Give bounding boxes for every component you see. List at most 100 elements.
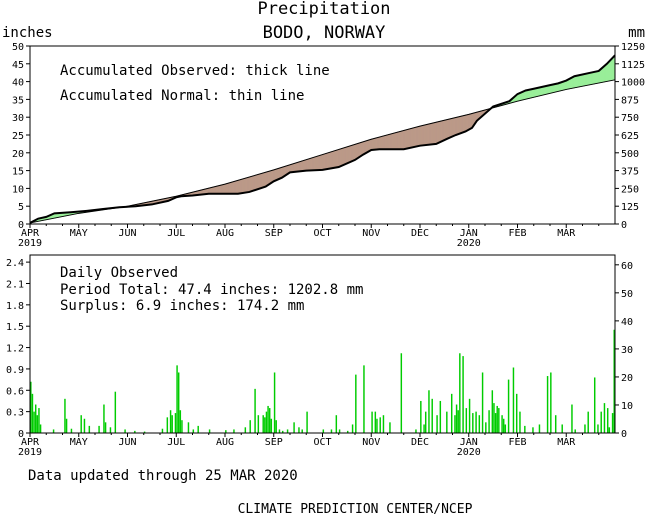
daily-bar: [338, 429, 341, 433]
y-tick-label-left: 30: [12, 113, 24, 124]
daily-bar: [273, 372, 276, 433]
daily-bar: [104, 422, 107, 433]
daily-bar: [561, 424, 563, 433]
daily-bar: [114, 391, 117, 433]
x-tick-label: MAY: [70, 437, 88, 448]
daily-bar: [270, 418, 273, 433]
y-tick-label-left: 1.2: [6, 344, 24, 355]
x-tick-label: MAR: [557, 228, 576, 239]
daily-bar: [187, 422, 190, 433]
daily-bar: [181, 420, 183, 433]
x-tick-label: OCT: [313, 437, 331, 448]
daily-bar: [65, 418, 68, 433]
daily-bar: [124, 429, 126, 433]
daily-bar: [80, 415, 82, 433]
x-tick-label: FEB: [508, 437, 526, 448]
x-tick-label: FEB: [508, 228, 526, 239]
daily-bar: [306, 411, 308, 433]
daily-bar: [379, 417, 381, 433]
y-tick-label-right: 60: [621, 261, 633, 272]
daily-bar: [428, 390, 430, 433]
daily-bar: [83, 418, 86, 433]
y-tick-label-left: 10: [12, 184, 24, 195]
daily-bar: [515, 393, 518, 433]
daily-bar: [584, 424, 586, 433]
daily-bar: [611, 413, 614, 433]
x-tick-label: NOV: [362, 437, 380, 448]
y-tick-label-right: 1250: [621, 42, 645, 53]
data-updated-note: Data updated through 25 MAR 2020: [28, 468, 298, 484]
daily-bar: [267, 405, 269, 433]
daily-panel: 0 0.3 0.6 0.9 1.2 1.5 1.8 2.1 2.4 0 10 20 30 40 50 60 AP…: [6, 254, 633, 458]
daily-bar: [244, 427, 247, 433]
daily-bar: [504, 424, 507, 433]
daily-bar: [491, 390, 494, 433]
daily-bar: [606, 408, 609, 433]
y-tick-label-left: 2.1: [6, 279, 24, 290]
daily-bar: [597, 424, 599, 433]
y-tick-label-left: 0.9: [6, 365, 24, 376]
daily-bar: [257, 415, 260, 433]
daily-bar: [177, 372, 180, 433]
daily-bar: [493, 403, 495, 433]
daily-bar: [36, 415, 39, 433]
daily-bar: [38, 408, 40, 433]
daily-bar: [278, 429, 281, 433]
surplus-total: Surplus: 6.9 inches: 174.2 mm: [60, 298, 304, 314]
x-year-label: 2020: [457, 447, 481, 458]
daily-bar: [587, 411, 589, 433]
y-tick-label-right: 375: [621, 167, 639, 178]
y-tick-label-right: 500: [621, 149, 639, 160]
y-tick-label-left: 40: [12, 78, 24, 89]
y-tick-label-right: 125: [621, 202, 639, 213]
daily-bar: [254, 388, 256, 433]
daily-bar: [478, 415, 481, 433]
x-year-label: 2020: [457, 238, 481, 249]
daily-bar: [389, 422, 391, 433]
daily-bar: [532, 427, 534, 433]
daily-bar: [208, 429, 211, 433]
y-tick-label-right: 1125: [621, 60, 645, 71]
y-tick-label-left: 1.8: [6, 301, 24, 312]
daily-bar: [608, 427, 611, 433]
daily-bar: [475, 411, 477, 433]
daily-bar: [454, 415, 456, 433]
x-tick-label: AUG: [216, 437, 234, 448]
y-tick-label-left: 45: [12, 60, 24, 71]
daily-bar: [459, 353, 461, 433]
daily-bar: [446, 411, 448, 433]
y-tick-label-right: 50: [621, 289, 633, 300]
observed-line: [29, 54, 616, 224]
x-tick-label: SEP: [265, 437, 283, 448]
legend-normal: Accumulated Normal: thin line: [60, 88, 304, 104]
daily-bar: [512, 367, 515, 433]
daily-bar: [524, 425, 526, 433]
daily-bar: [30, 381, 32, 433]
y-tick-label-left: 5: [18, 202, 24, 213]
daily-bar: [415, 429, 417, 433]
daily-bar: [507, 379, 510, 433]
daily-bar: [455, 404, 458, 433]
daily-bar: [439, 400, 442, 433]
period-total: Period Total: 47.4 inches: 1202.8 mm: [60, 282, 363, 298]
x-tick-label: OCT: [313, 228, 331, 239]
daily-bar: [52, 429, 55, 433]
y-tick-label-right: 0: [621, 429, 627, 440]
legend-observed: Accumulated Observed: thick line: [60, 63, 330, 79]
y-tick-label-right: 625: [621, 131, 639, 142]
daily-bar: [268, 408, 271, 433]
daily-bar: [613, 329, 615, 433]
daily-bar: [33, 411, 35, 433]
daily-bar: [298, 427, 300, 433]
daily-bar: [424, 411, 427, 433]
y-tick-label-left: 2.4: [6, 258, 24, 269]
y-tick-label-left: 15: [12, 167, 24, 178]
daily-bar: [600, 411, 602, 433]
daily-bar: [109, 427, 112, 433]
daily-bar: [264, 417, 266, 433]
daily-bar: [382, 415, 385, 433]
y-tick-label-left: 0.3: [6, 408, 24, 419]
x-tick-label: JUL: [167, 437, 185, 448]
